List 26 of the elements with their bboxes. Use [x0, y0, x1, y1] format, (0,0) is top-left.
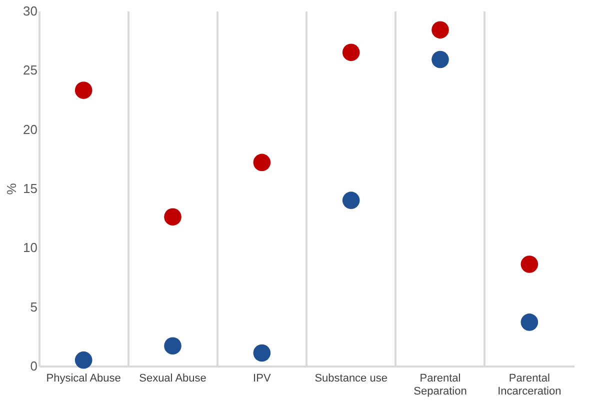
point [74, 351, 92, 369]
y-tick-label: 20 [23, 122, 38, 137]
point [432, 50, 449, 68]
point [164, 208, 182, 226]
x-tick-label: Substance use [314, 372, 388, 384]
point [520, 256, 538, 273]
y-tick-label: 5 [30, 299, 38, 314]
point [342, 44, 360, 62]
x-tick-label: Physical Abuse [46, 372, 121, 384]
x-tick-label: Parental Separation [414, 372, 467, 398]
y-tick-label: 25 [23, 62, 38, 78]
point [164, 337, 182, 355]
y-axis-title: % [4, 182, 20, 195]
point [253, 344, 271, 362]
y-tick-label: 15 [23, 181, 38, 196]
point [432, 21, 449, 39]
point [520, 314, 538, 331]
y-tick-label: 0 [30, 358, 38, 374]
x-tick-label: IPV [253, 372, 272, 384]
point [253, 154, 271, 172]
y-tick-label: 10 [23, 240, 38, 256]
point [74, 82, 92, 99]
y-tick-label: 30 [23, 4, 38, 18]
x-tick-label: Sexual Abuse [139, 372, 206, 384]
point [342, 192, 360, 209]
x-tick-label: Parental Incarceration [498, 372, 562, 398]
